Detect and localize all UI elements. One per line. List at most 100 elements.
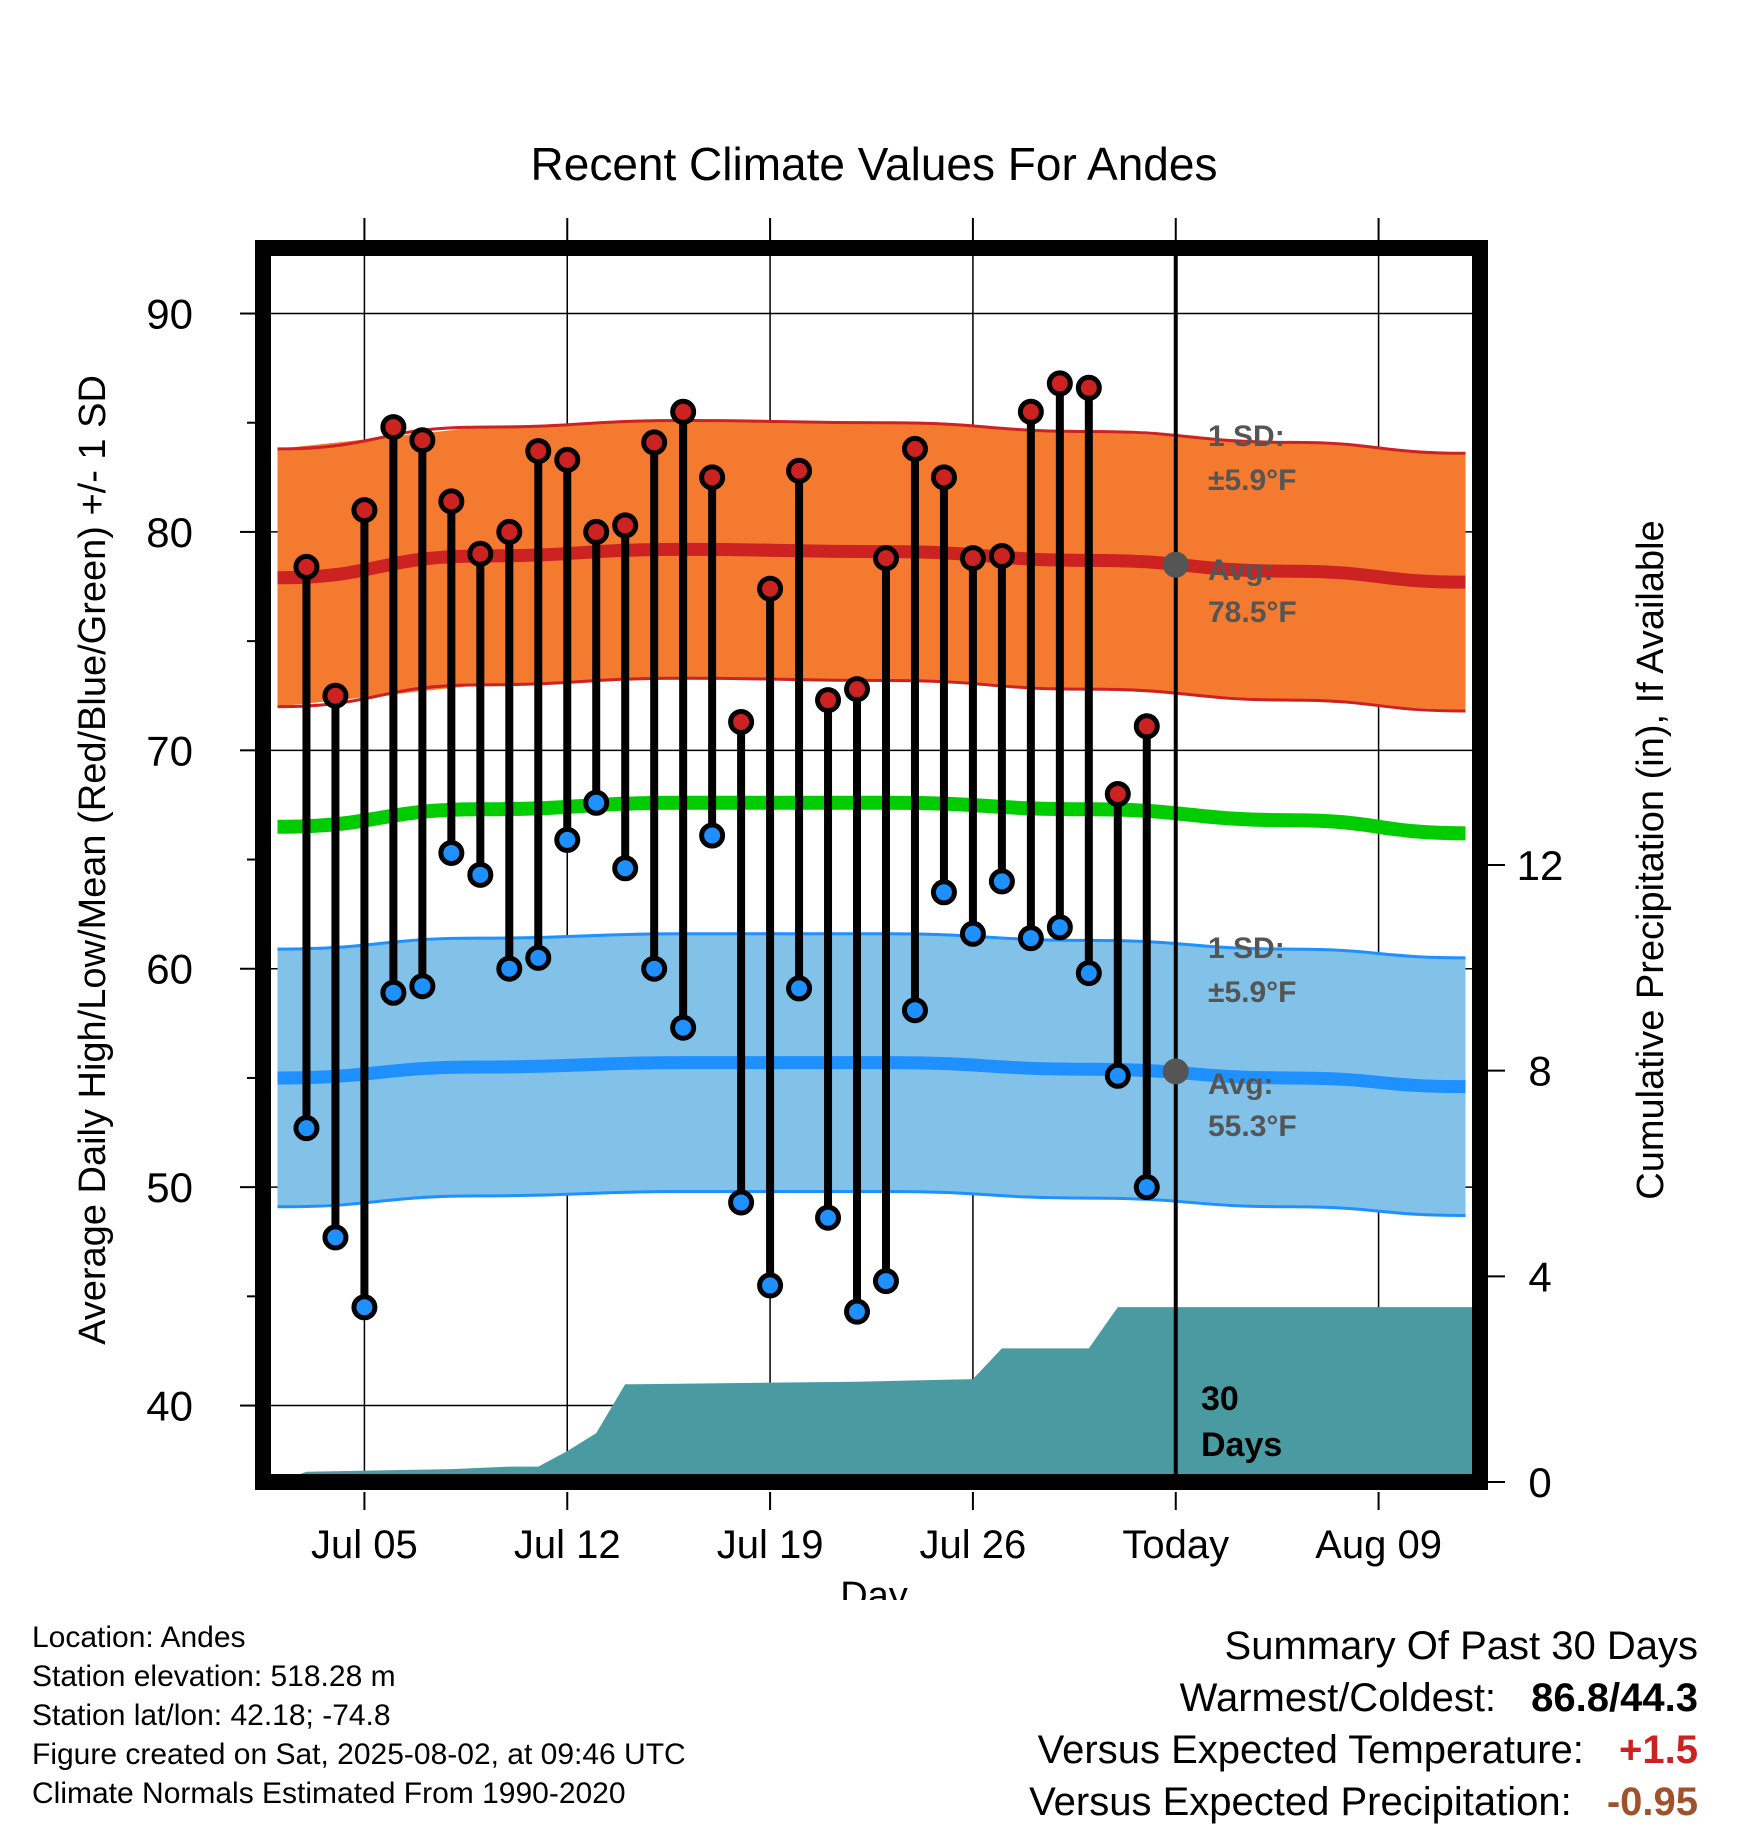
y2-axis-label: Cumulative Precipitation (in), If Availa… (1630, 520, 1672, 1199)
daily-low-point (930, 879, 957, 906)
location-text: Location: Andes (32, 1621, 246, 1654)
summary-heading: Summary Of Past 30 Days (1224, 1624, 1698, 1668)
summary-panel: Summary Of Past 30 Days Warmest/Coldest:… (1029, 1620, 1698, 1828)
normals-text: Climate Normals Estimated From 1990-2020 (32, 1777, 626, 1810)
today-avg-low-marker (1162, 1058, 1189, 1085)
daily-high-point (612, 512, 639, 539)
daily-high-point (467, 540, 494, 567)
daily-low-point (496, 955, 523, 982)
daily-high-point (293, 553, 320, 580)
station-info: Location: Andes Station elevation: 518.2… (32, 1618, 686, 1813)
daily-high-point (583, 518, 610, 545)
daily-low-point (641, 955, 668, 982)
high-avg-value: 78.5°F (1208, 596, 1297, 629)
daily-high-point (641, 429, 668, 456)
temp-anomaly-value: +1.5 (1619, 1728, 1698, 1772)
y-tick-label: 50 (146, 1164, 193, 1211)
low-avg-value: 55.3°F (1208, 1110, 1297, 1143)
x-tick-label: Today (1122, 1523, 1229, 1567)
daily-high-point (322, 682, 349, 709)
y-tick-label: 60 (146, 946, 193, 993)
precip-anomaly-value: -0.95 (1606, 1780, 1698, 1824)
daily-high-point (728, 708, 755, 735)
y2-tick-label: 8 (1528, 1048, 1551, 1095)
daily-low-point (438, 839, 465, 866)
x-tick-label: Jul 19 (717, 1523, 824, 1567)
daily-low-point (786, 975, 813, 1002)
daily-low-point (901, 997, 928, 1024)
daily-high-point (1046, 370, 1073, 397)
plot-frame (255, 240, 1488, 1490)
y2-tick-label: 12 (1517, 842, 1564, 889)
daily-high-point (409, 427, 436, 454)
daily-high-point (1075, 374, 1102, 401)
low-sd-label: 1 SD: (1208, 932, 1285, 965)
daily-high-point (988, 542, 1015, 569)
daily-low-point (612, 855, 639, 882)
y2-tick-label: 4 (1528, 1253, 1551, 1300)
daily-high-point (815, 687, 842, 714)
temp-anomaly-row: Versus Expected Temperature: +1.5 (1029, 1724, 1698, 1776)
daily-low-point (554, 826, 581, 853)
daily-low-point (322, 1224, 349, 1251)
y-axis-label: Average Daily High/Low/Mean (Red/Blue/Gr… (72, 375, 114, 1345)
daily-low-point (1017, 925, 1044, 952)
daily-low-point (872, 1268, 899, 1295)
daily-high-point (438, 488, 465, 515)
y-tick-label: 80 (146, 509, 193, 556)
latlon-text: Station lat/lon: 42.18; -74.8 (32, 1699, 391, 1732)
daily-high-point (525, 438, 552, 465)
x-axis-label: Day (840, 1575, 908, 1600)
plot-border (255, 240, 1488, 1490)
today-avg-high-marker (1162, 551, 1189, 578)
warm-cold-value: 86.8/44.3 (1531, 1676, 1698, 1720)
low-sd-band (277, 933, 1466, 1216)
high-sd-label: 1 SD: (1208, 420, 1285, 453)
daily-low-point (699, 822, 726, 849)
climate-chart: Recent Climate Values For Andes 40506070… (72, 138, 1672, 1600)
daily-low-point (409, 973, 436, 1000)
low-sd-value: ±5.9°F (1208, 976, 1297, 1009)
daily-high-point (670, 398, 697, 425)
period-label-number: 30 (1201, 1380, 1239, 1418)
daily-high-point (757, 575, 784, 602)
daily-low-point (380, 979, 407, 1006)
high-band-upper-edge (277, 419, 1466, 455)
temp-anomaly-label: Versus Expected Temperature: (1037, 1728, 1584, 1772)
chart-title: Recent Climate Values For Andes (531, 138, 1218, 190)
daily-high-point (699, 464, 726, 491)
y2-tick-label: 0 (1528, 1459, 1551, 1506)
x-tick-label: Jul 05 (311, 1523, 418, 1567)
daily-high-point (786, 457, 813, 484)
daily-low-point (728, 1189, 755, 1216)
warm-cold-label: Warmest/Coldest: (1179, 1676, 1497, 1720)
y-tick-label: 90 (146, 291, 193, 338)
daily-low-point (351, 1294, 378, 1321)
y-axis-ticks: 40 50 60 70 80 90 (146, 291, 255, 1430)
daily-high-point (1104, 781, 1131, 808)
daily-low-point (1104, 1062, 1131, 1089)
daily-high-point (380, 414, 407, 441)
daily-high-point (959, 545, 986, 572)
daily-low-point (988, 868, 1015, 895)
daily-low-point (844, 1298, 871, 1325)
precip-anomaly-row: Versus Expected Precipitation: -0.95 (1029, 1776, 1698, 1828)
warm-cold-row: Warmest/Coldest: 86.8/44.3 (1029, 1672, 1698, 1724)
daily-range-stems (293, 370, 1160, 1325)
x-tick-label: Jul 12 (514, 1523, 621, 1567)
x-axis-ticks: Jul 05 Jul 12 Jul 19 Jul 26 Today Aug 09 (311, 218, 1442, 1567)
x-tick-label: Jul 26 (920, 1523, 1027, 1567)
daily-low-point (467, 861, 494, 888)
daily-high-point (1133, 713, 1160, 740)
y-tick-label: 40 (146, 1383, 193, 1430)
daily-low-point (815, 1204, 842, 1231)
daily-low-point (293, 1115, 320, 1142)
daily-high-point (844, 676, 871, 703)
x-tick-label: Aug 09 (1315, 1523, 1442, 1567)
y-tick-label: 70 (146, 727, 193, 774)
daily-low-point (583, 789, 610, 816)
daily-low-point (757, 1272, 784, 1299)
low-avg-label: Avg: (1208, 1068, 1274, 1101)
precip-anomaly-label: Versus Expected Precipitation: (1029, 1780, 1572, 1824)
high-avg-label: Avg: (1208, 554, 1274, 587)
